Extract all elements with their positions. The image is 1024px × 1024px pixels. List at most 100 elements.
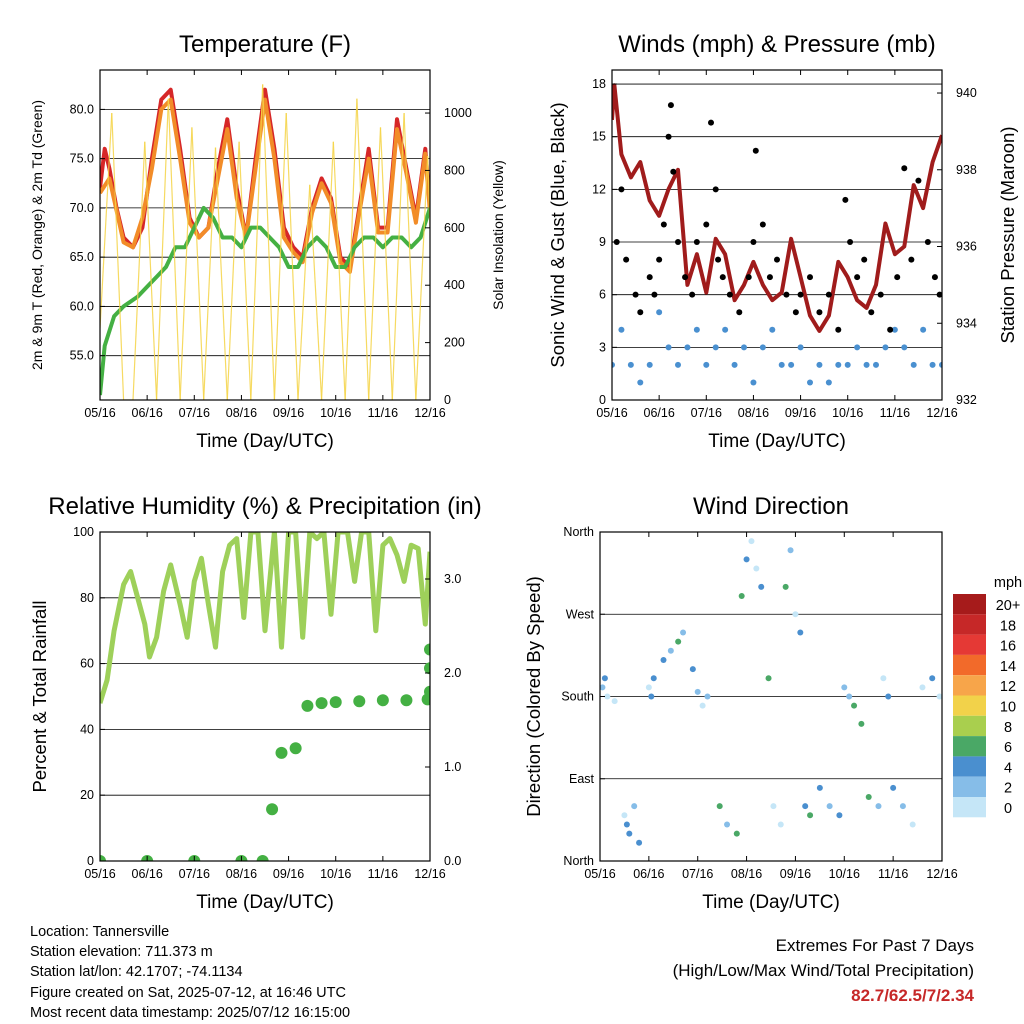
data-point <box>851 702 858 709</box>
data-point <box>858 720 865 727</box>
y2-tick-label: 800 <box>444 163 465 177</box>
data-point <box>909 821 916 828</box>
x-axis-label: Time (Day/UTC) <box>702 892 840 913</box>
data-point <box>726 291 733 298</box>
series-line <box>100 97 430 274</box>
data-point <box>667 647 674 654</box>
data-point <box>667 102 674 109</box>
y-tick-label: 55.0 <box>70 349 94 363</box>
solar-line-segment <box>203 147 217 400</box>
x-tick-label: 07/16 <box>682 867 713 881</box>
data-point <box>675 638 682 645</box>
series-group <box>600 538 942 846</box>
x-tick-label: 08/16 <box>226 406 257 420</box>
data-point <box>745 274 752 281</box>
data-point <box>788 361 795 368</box>
y-tick-label: 75.0 <box>70 152 94 166</box>
data-point <box>783 291 790 298</box>
solar-line-segment <box>356 98 370 400</box>
legend-swatch <box>953 776 986 797</box>
data-point <box>936 693 942 700</box>
data-point <box>612 361 615 368</box>
data-point <box>689 666 696 673</box>
y-axis-label: Direction (Colored By Speed) <box>523 576 544 817</box>
y-tick-label: 0 <box>599 393 606 407</box>
solar-line-segment <box>226 141 240 400</box>
series-group <box>612 83 942 386</box>
data-point <box>618 326 625 333</box>
y-tick-label: 9 <box>599 235 606 249</box>
data-point <box>846 693 853 700</box>
x-tick-label: 07/16 <box>179 867 210 881</box>
data-point <box>315 697 328 710</box>
data-point <box>716 803 723 810</box>
data-point <box>731 361 738 368</box>
x-tick-label: 09/16 <box>273 867 304 881</box>
data-point <box>885 693 892 700</box>
data-point <box>733 830 740 837</box>
y-axis-label: 2m & 9m T (Red, Orange) & 2m Td (Green) <box>29 100 45 370</box>
extremes-values: 82.7/62.5/7/2.34 <box>851 986 974 1005</box>
data-point <box>854 274 861 281</box>
data-point <box>693 239 700 246</box>
data-point <box>880 675 887 682</box>
data-point <box>626 830 633 837</box>
data-point <box>787 547 794 554</box>
data-point <box>665 344 672 351</box>
chart-panel-3: 0 20 40 60 80 100 0.0 1.0 2.0 3.0 05/16 06/16 07/16 0… <box>29 493 482 913</box>
data-point <box>621 812 628 819</box>
data-point <box>750 239 757 246</box>
data-point <box>611 698 618 705</box>
y2-axis-label: Solar Insolation (Yellow) <box>490 160 506 310</box>
y-tick-label: East <box>569 772 595 786</box>
data-point <box>693 326 700 333</box>
solar-line-segment <box>285 113 299 400</box>
legend-swatch <box>953 634 986 655</box>
y-tick-label: 80.0 <box>70 102 94 116</box>
solar-line-segment <box>262 84 276 400</box>
data-point <box>765 675 772 682</box>
y2-tick-label: 1.0 <box>444 760 461 774</box>
y-tick-label: South <box>561 690 594 704</box>
solar-line-segment <box>250 84 264 400</box>
solar-line-segment <box>368 127 382 400</box>
data-point <box>894 274 901 281</box>
data-point <box>901 344 908 351</box>
x-tick-label: 07/16 <box>691 406 722 420</box>
data-point <box>100 855 106 861</box>
x-axis-label: Time (Day/UTC) <box>196 431 334 452</box>
station-elevation: Station elevation: 711.373 m <box>30 944 213 961</box>
x-tick-label: 10/16 <box>829 867 860 881</box>
solar-line-segment <box>100 113 113 329</box>
y-tick-label: 15 <box>592 130 606 144</box>
data-point <box>722 326 729 333</box>
solar-line-segment <box>155 98 169 400</box>
data-point <box>660 221 667 228</box>
solar-line-segment <box>238 141 252 400</box>
y-tick-label: 0 <box>87 854 94 868</box>
data-point <box>759 344 766 351</box>
series-group <box>100 532 430 861</box>
data-point <box>825 291 832 298</box>
y2-tick-label: 932 <box>956 393 977 407</box>
data-point <box>890 784 897 791</box>
data-point <box>604 693 611 700</box>
data-point <box>256 855 269 861</box>
data-point <box>645 684 652 691</box>
solar-line-segment <box>391 113 405 400</box>
data-point <box>844 361 851 368</box>
solar-line-segment <box>167 98 181 400</box>
legend-label: 16 <box>1000 639 1016 655</box>
chart-title: Temperature (F) <box>179 31 351 58</box>
data-point <box>656 256 663 263</box>
y-tick-label: 65.0 <box>70 250 94 264</box>
data-point <box>648 693 655 700</box>
legend-swatch <box>953 736 986 757</box>
legend-label: 18 <box>1000 618 1016 634</box>
data-point <box>631 803 638 810</box>
data-point <box>329 696 342 709</box>
data-point <box>689 291 696 298</box>
legend-label: 0 <box>1004 801 1012 817</box>
data-point <box>924 239 931 246</box>
chart-panel-1: 55.0 60.0 65.0 70.0 75.0 80.0 0 200 400 600 800 100… <box>29 31 506 452</box>
